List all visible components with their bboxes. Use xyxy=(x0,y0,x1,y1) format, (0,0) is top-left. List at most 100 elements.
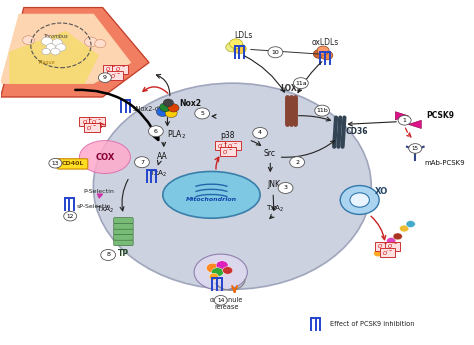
Text: $O^{\cdot-}$: $O^{\cdot-}$ xyxy=(387,243,398,250)
Text: TP: TP xyxy=(118,249,129,258)
Ellipse shape xyxy=(93,83,371,289)
Text: 14: 14 xyxy=(217,298,224,303)
FancyBboxPatch shape xyxy=(375,242,391,251)
Circle shape xyxy=(64,211,77,221)
Circle shape xyxy=(209,273,219,280)
Text: 5: 5 xyxy=(200,111,204,116)
FancyBboxPatch shape xyxy=(107,71,123,80)
Circle shape xyxy=(22,36,35,45)
Text: TxA$_2$: TxA$_2$ xyxy=(149,169,167,179)
Circle shape xyxy=(160,103,172,112)
Text: 11b: 11b xyxy=(316,108,328,113)
FancyBboxPatch shape xyxy=(114,228,133,235)
FancyBboxPatch shape xyxy=(114,234,133,240)
FancyBboxPatch shape xyxy=(385,242,401,251)
Text: Nox2: Nox2 xyxy=(179,99,201,108)
Circle shape xyxy=(135,157,149,168)
Text: $O^{\cdot-}$: $O^{\cdot-}$ xyxy=(218,142,228,150)
Text: LDLs: LDLs xyxy=(235,31,253,40)
Text: TxA$_2$: TxA$_2$ xyxy=(96,205,114,215)
FancyBboxPatch shape xyxy=(220,147,236,156)
Circle shape xyxy=(211,268,224,277)
Text: 4: 4 xyxy=(258,130,262,136)
Circle shape xyxy=(233,44,246,53)
Text: Effect of PCSK9 inhibition: Effect of PCSK9 inhibition xyxy=(329,322,414,327)
Circle shape xyxy=(99,73,111,82)
Text: Mitochondrion: Mitochondrion xyxy=(186,197,237,203)
Text: Thrombus: Thrombus xyxy=(44,34,69,39)
Circle shape xyxy=(168,104,179,112)
Circle shape xyxy=(156,107,169,117)
Text: 1: 1 xyxy=(403,118,407,123)
Circle shape xyxy=(223,267,233,274)
Text: $O^{\cdot-}$: $O^{\cdot-}$ xyxy=(82,118,93,126)
Text: JNK: JNK xyxy=(267,180,281,189)
Text: sP-Selectin: sP-Selectin xyxy=(77,204,111,209)
FancyBboxPatch shape xyxy=(102,65,118,74)
Text: 6: 6 xyxy=(154,129,158,134)
Text: mAb-PCSK9: mAb-PCSK9 xyxy=(425,160,465,166)
Text: LOX1: LOX1 xyxy=(280,85,302,93)
Polygon shape xyxy=(0,8,149,97)
Circle shape xyxy=(317,46,329,55)
Circle shape xyxy=(51,48,60,55)
FancyBboxPatch shape xyxy=(84,124,100,132)
Polygon shape xyxy=(408,120,421,129)
Text: $O^{\cdot-}$: $O^{\cdot-}$ xyxy=(115,66,126,73)
Circle shape xyxy=(165,109,177,118)
FancyBboxPatch shape xyxy=(80,117,95,126)
Text: sNox2-dp: sNox2-dp xyxy=(132,106,164,112)
Text: $O^{\cdot-}$: $O^{\cdot-}$ xyxy=(86,124,98,132)
FancyBboxPatch shape xyxy=(112,65,128,74)
Text: 11a: 11a xyxy=(295,81,307,86)
Circle shape xyxy=(229,39,243,48)
Text: $O^{\cdot-}$: $O^{\cdot-}$ xyxy=(382,248,393,257)
Text: 9: 9 xyxy=(103,75,107,80)
Circle shape xyxy=(253,128,267,138)
Circle shape xyxy=(321,51,333,60)
Ellipse shape xyxy=(163,171,260,218)
Text: $O^{\cdot-}$: $O^{\cdot-}$ xyxy=(222,148,233,156)
Ellipse shape xyxy=(80,140,130,174)
Circle shape xyxy=(52,39,62,46)
Circle shape xyxy=(206,263,219,273)
Text: 13: 13 xyxy=(52,161,59,166)
Text: TxA$_2$: TxA$_2$ xyxy=(266,204,284,214)
Circle shape xyxy=(400,225,409,232)
Circle shape xyxy=(195,108,210,119)
Text: $O^{\cdot-}$: $O^{\cdot-}$ xyxy=(91,118,102,126)
Circle shape xyxy=(313,49,326,58)
Text: 10: 10 xyxy=(272,50,279,55)
Circle shape xyxy=(315,105,329,116)
Circle shape xyxy=(350,193,369,207)
Text: PLA$_2$: PLA$_2$ xyxy=(167,128,186,141)
Circle shape xyxy=(398,116,411,125)
FancyBboxPatch shape xyxy=(215,141,231,150)
FancyBboxPatch shape xyxy=(114,217,133,224)
Text: Plaque: Plaque xyxy=(39,60,55,65)
Circle shape xyxy=(216,261,228,270)
Text: $O^{\cdot-}$: $O^{\cdot-}$ xyxy=(377,243,388,250)
Text: oxLDLs: oxLDLs xyxy=(311,38,338,47)
Circle shape xyxy=(46,44,55,50)
Circle shape xyxy=(268,47,283,58)
Circle shape xyxy=(49,158,62,168)
FancyBboxPatch shape xyxy=(114,223,133,229)
Circle shape xyxy=(387,237,396,244)
Text: CD36: CD36 xyxy=(346,127,368,137)
Text: P-Selectin: P-Selectin xyxy=(83,189,114,194)
FancyBboxPatch shape xyxy=(57,159,88,169)
Circle shape xyxy=(293,78,308,89)
Text: Src: Src xyxy=(264,149,275,158)
FancyBboxPatch shape xyxy=(89,117,105,126)
Circle shape xyxy=(380,245,389,252)
Circle shape xyxy=(409,144,422,153)
Polygon shape xyxy=(395,112,408,120)
Text: COX: COX xyxy=(95,152,115,161)
Circle shape xyxy=(56,44,66,51)
Circle shape xyxy=(101,249,116,260)
FancyBboxPatch shape xyxy=(114,239,133,246)
Circle shape xyxy=(393,233,402,240)
Circle shape xyxy=(95,40,106,48)
Polygon shape xyxy=(10,32,98,83)
